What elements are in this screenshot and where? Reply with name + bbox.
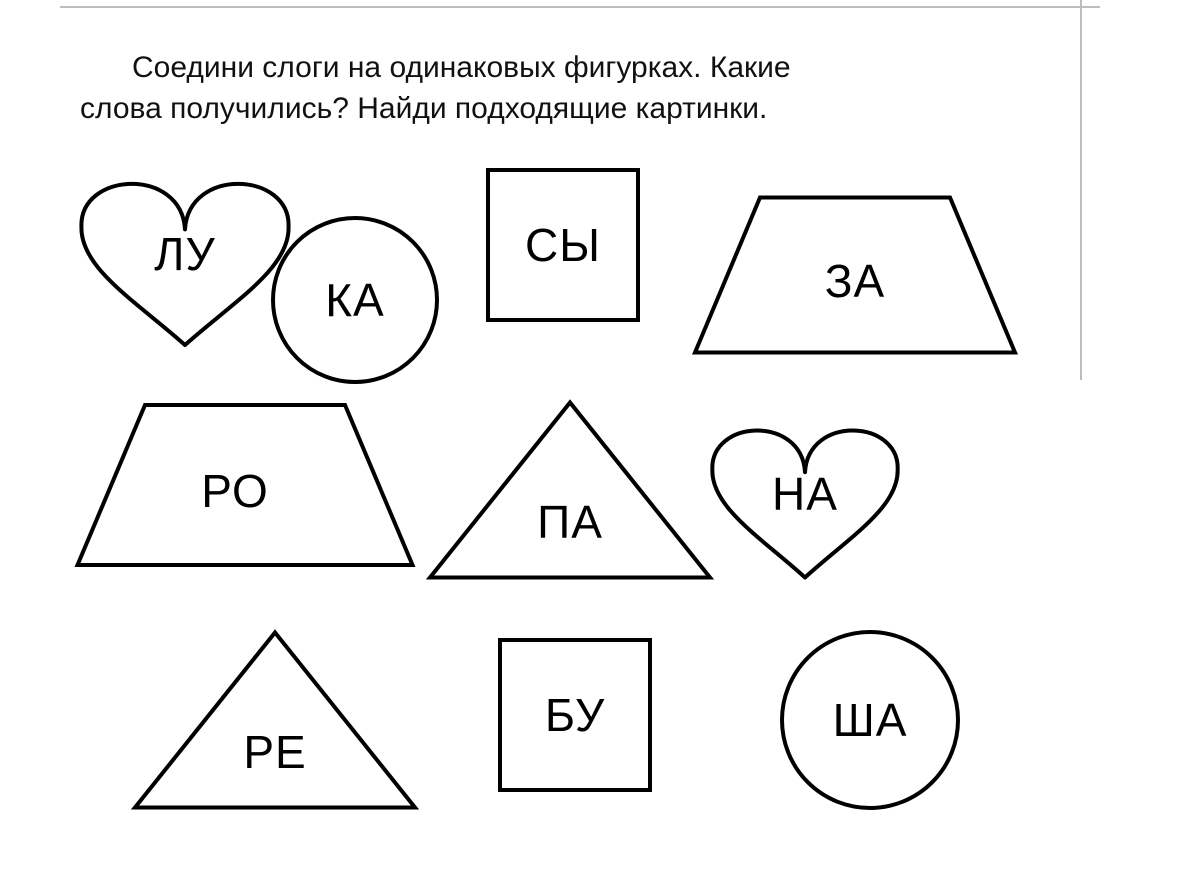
scan-edge-top — [60, 6, 1100, 8]
syllable-circle-sha: ША — [833, 693, 908, 747]
syllable-trap-ro: РО — [201, 464, 268, 518]
syllable-trap-za: ЗА — [825, 254, 885, 308]
syllable-tri-pa: ПА — [537, 495, 603, 549]
syllable-square-bu: БУ — [545, 688, 605, 742]
syllable-heart-na: НА — [772, 467, 838, 521]
syllable-heart-lu: ЛУ — [154, 227, 215, 281]
shape-tri-re — [135, 633, 415, 808]
scan-edge-vertical — [1080, 0, 1082, 380]
syllable-circle-ka: КА — [325, 273, 384, 327]
syllable-square-sy: СЫ — [525, 218, 601, 272]
syllable-tri-re: РЕ — [243, 725, 306, 779]
shape-tri-pa — [430, 403, 710, 578]
worksheet-page: Соедини слоги на одинаковых фигурках. Ка… — [0, 0, 1200, 871]
